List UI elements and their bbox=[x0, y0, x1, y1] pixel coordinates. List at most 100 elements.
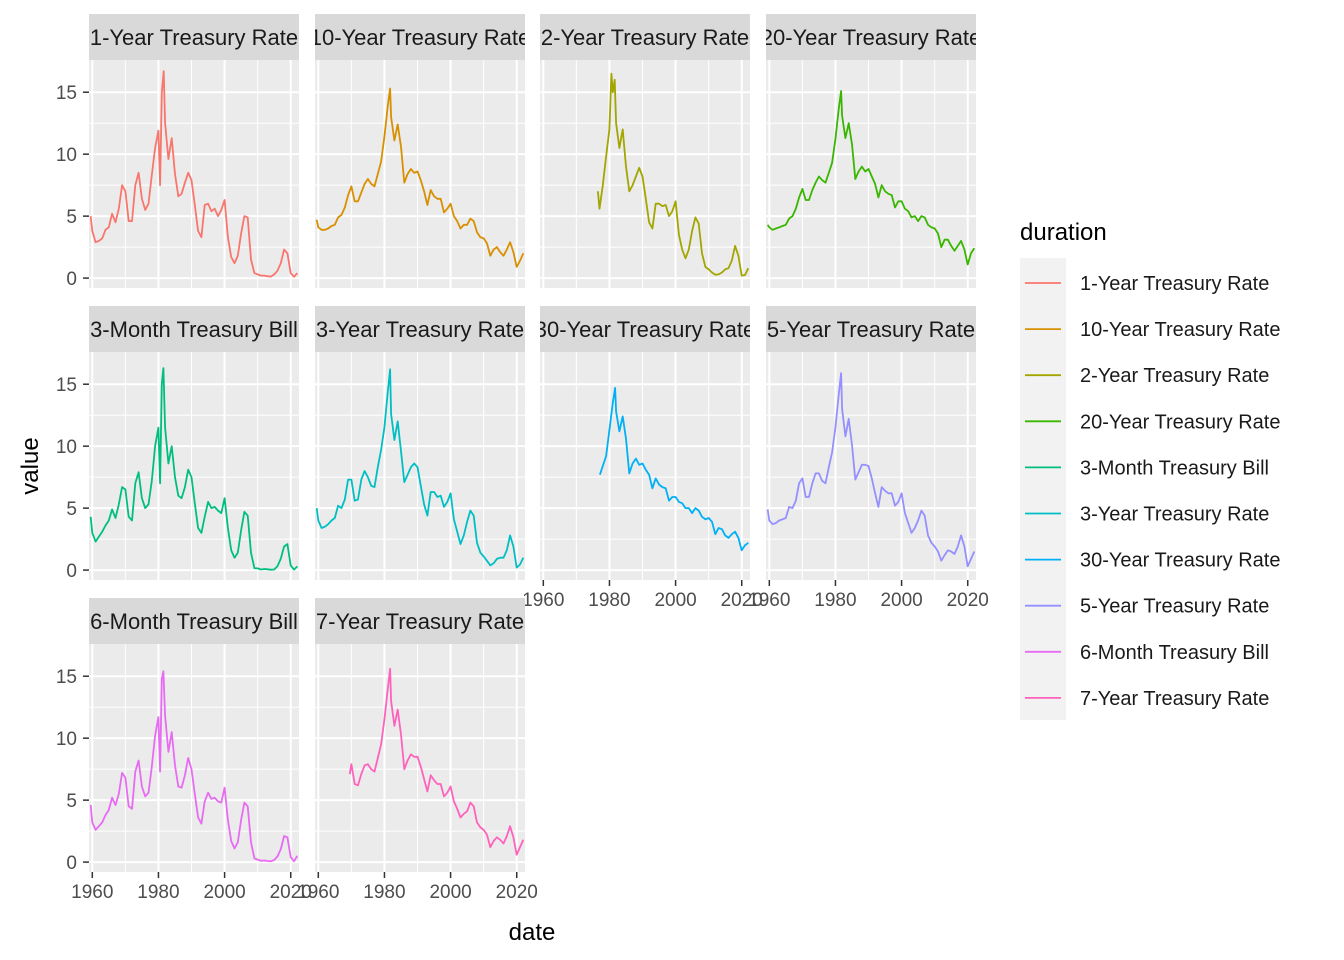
facet-panel-5: 3-Month Treasury Bill 0 5 10 15 bbox=[56, 306, 299, 582]
series-line-5 bbox=[89, 367, 298, 571]
legend-item: 3-Month Treasury Bill bbox=[1025, 457, 1269, 479]
facet-strip-label: 20-Year Treasury Rate bbox=[761, 25, 982, 50]
facet-strip bbox=[315, 306, 525, 352]
facet-panel-2: 10-Year Treasury Rate bbox=[310, 14, 531, 288]
y-tick-label: 15 bbox=[56, 667, 77, 688]
legend-item: 5-Year Treasury Rate bbox=[1025, 596, 1269, 618]
facet-panel-8: 5-Year Treasury Rate 1960 1980 2000 2020 bbox=[748, 306, 989, 611]
legend-label: 7-Year Treasury Rate bbox=[1080, 688, 1269, 710]
legend-item: 7-Year Treasury Rate bbox=[1025, 688, 1269, 710]
x-axis-title: date bbox=[509, 919, 556, 946]
panel-background bbox=[315, 60, 525, 288]
y-tick-label: 15 bbox=[56, 83, 77, 104]
x-tick-label: 2020 bbox=[496, 882, 538, 903]
facet-strip bbox=[315, 598, 525, 644]
facet-strip-label: 5-Year Treasury Rate bbox=[767, 317, 975, 342]
legend-item: 10-Year Treasury Rate bbox=[1025, 319, 1280, 341]
x-tick-label: 2000 bbox=[880, 590, 922, 611]
legend-label: 3-Month Treasury Bill bbox=[1080, 457, 1269, 479]
facet-panel-10: 7-Year Treasury Rate 1960 1980 2000 2020 bbox=[297, 598, 538, 903]
y-tick-label: 5 bbox=[66, 207, 77, 228]
facet-strip bbox=[315, 14, 525, 60]
legend-label: 20-Year Treasury Rate bbox=[1080, 411, 1280, 433]
series-line-9 bbox=[89, 670, 299, 863]
x-tick-label: 2000 bbox=[429, 882, 471, 903]
facet-strip bbox=[89, 306, 299, 352]
facet-panel-6: 3-Year Treasury Rate bbox=[315, 306, 525, 580]
series-line-3 bbox=[597, 72, 750, 277]
x-tick-label: 2020 bbox=[270, 882, 312, 903]
legend-label: 3-Year Treasury Rate bbox=[1080, 504, 1269, 526]
series-line-8 bbox=[766, 372, 976, 568]
facet-strip-label: 30-Year Treasury Rate bbox=[535, 317, 756, 342]
legend-label: 30-Year Treasury Rate bbox=[1080, 550, 1280, 572]
facet-strip bbox=[766, 14, 976, 60]
panel-background bbox=[89, 644, 299, 872]
y-tick-label: 0 bbox=[66, 853, 77, 874]
facet-panel-9: 6-Month Treasury Bill 0 5 10 15 1960 1980 2000 2… bbox=[56, 598, 312, 903]
facet-strip bbox=[540, 306, 750, 352]
x-tick-label: 2020 bbox=[721, 590, 763, 611]
series-line-7 bbox=[599, 387, 749, 552]
legend-item: 30-Year Treasury Rate bbox=[1025, 550, 1280, 572]
facet-panel-4: 20-Year Treasury Rate bbox=[761, 14, 982, 288]
facet-strip-label: 2-Year Treasury Rate bbox=[541, 25, 749, 50]
facet-strip-label: 7-Year Treasury Rate bbox=[316, 609, 524, 634]
legend: duration 1-Year Treasury Rate 10-Year Trea… bbox=[1020, 219, 1280, 720]
legend-label: 5-Year Treasury Rate bbox=[1080, 596, 1269, 618]
legend-key-background bbox=[1020, 258, 1066, 720]
x-tick-label: 1980 bbox=[137, 882, 179, 903]
legend-item: 3-Year Treasury Rate bbox=[1025, 504, 1269, 526]
panel-background bbox=[540, 352, 750, 580]
facet-strip-label: 10-Year Treasury Rate bbox=[310, 25, 531, 50]
x-tick-label: 1960 bbox=[522, 590, 564, 611]
legend-title: duration bbox=[1020, 219, 1107, 246]
facet-strip bbox=[540, 14, 750, 60]
legend-label: 2-Year Treasury Rate bbox=[1080, 365, 1269, 387]
y-axis-title: value bbox=[17, 437, 44, 494]
panel-background bbox=[766, 352, 976, 580]
legend-label: 1-Year Treasury Rate bbox=[1080, 273, 1269, 295]
facet-panel-1: 1-Year Treasury Rate 0 5 10 15 bbox=[56, 14, 299, 290]
panel-background bbox=[315, 644, 525, 872]
series-line-2 bbox=[315, 87, 525, 268]
legend-item: 20-Year Treasury Rate bbox=[1025, 411, 1280, 433]
facet-panel-3: 2-Year Treasury Rate bbox=[540, 14, 750, 288]
x-tick-label: 1980 bbox=[588, 590, 630, 611]
legend-item: 2-Year Treasury Rate bbox=[1025, 365, 1269, 387]
facet-strip-label: 1-Year Treasury Rate bbox=[90, 25, 298, 50]
legend-label: 10-Year Treasury Rate bbox=[1080, 319, 1280, 341]
series-line-10 bbox=[348, 667, 525, 856]
y-tick-label: 10 bbox=[56, 437, 77, 458]
x-tick-label: 1960 bbox=[71, 882, 113, 903]
series-line-1 bbox=[89, 70, 298, 278]
facet-strip-label: 6-Month Treasury Bill bbox=[90, 609, 298, 634]
x-tick-label: 1980 bbox=[814, 590, 856, 611]
y-tick-label: 5 bbox=[66, 791, 77, 812]
legend-item: 6-Month Treasury Bill bbox=[1025, 642, 1269, 664]
panel-background bbox=[540, 60, 750, 288]
x-tick-label: 2000 bbox=[654, 590, 696, 611]
y-tick-label: 0 bbox=[66, 269, 77, 290]
x-tick-label: 2020 bbox=[947, 590, 989, 611]
y-tick-label: 10 bbox=[56, 729, 77, 750]
y-tick-label: 0 bbox=[66, 561, 77, 582]
facet-strip bbox=[766, 306, 976, 352]
panel-background bbox=[89, 60, 299, 288]
x-tick-label: 1980 bbox=[363, 882, 405, 903]
legend-label: 6-Month Treasury Bill bbox=[1080, 642, 1269, 664]
facet-strip bbox=[89, 14, 299, 60]
series-line-4 bbox=[766, 90, 976, 266]
y-tick-label: 15 bbox=[56, 375, 77, 396]
facet-strip-label: 3-Year Treasury Rate bbox=[316, 317, 524, 342]
y-tick-label: 5 bbox=[66, 499, 77, 520]
x-tick-label: 1960 bbox=[748, 590, 790, 611]
panel-background bbox=[89, 352, 299, 580]
x-tick-label: 2000 bbox=[203, 882, 245, 903]
series-line-6 bbox=[315, 368, 525, 569]
x-tick-label: 1960 bbox=[297, 882, 339, 903]
facet-strip-label: 3-Month Treasury Bill bbox=[90, 317, 298, 342]
panel-background bbox=[315, 352, 525, 580]
